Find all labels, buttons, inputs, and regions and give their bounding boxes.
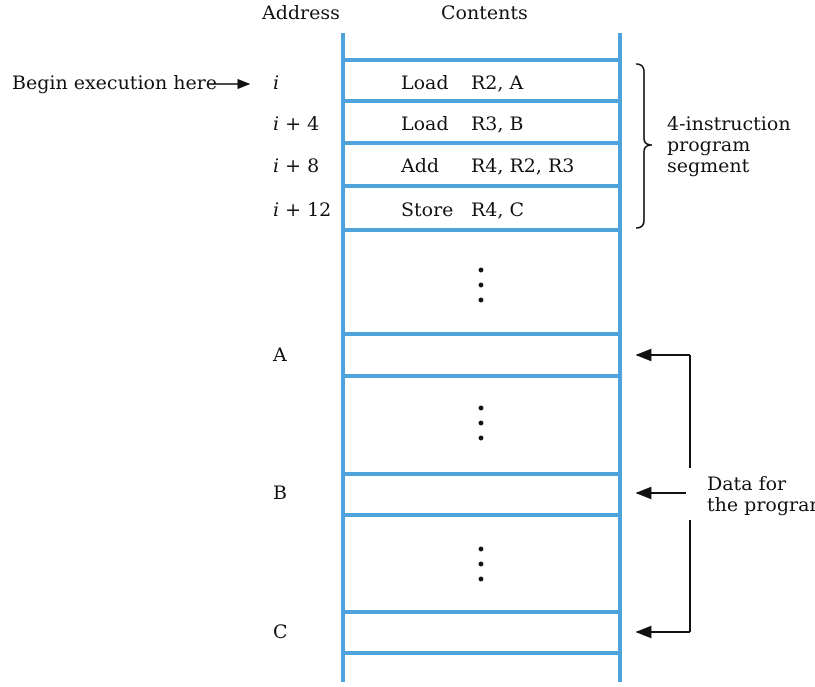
instruction-row: i + 8 Add R4, R2, R3 bbox=[273, 155, 574, 177]
segment-label-line: program bbox=[667, 134, 750, 156]
segment-label-line: 4-instruction bbox=[667, 113, 791, 135]
instruction-args: R3, B bbox=[471, 113, 523, 135]
instruction-row: i + 4 Load R3, B bbox=[273, 113, 523, 135]
bracket-label-gap bbox=[686, 468, 696, 520]
address-label: i + 8 bbox=[273, 155, 319, 177]
data-address-a: A bbox=[272, 344, 287, 366]
segment-label-line: segment bbox=[667, 155, 750, 177]
data-address-b: B bbox=[273, 482, 287, 504]
instruction-op: Store bbox=[401, 199, 453, 221]
begin-execution-label: Begin execution here bbox=[12, 72, 217, 94]
contents-header: Contents bbox=[441, 2, 528, 24]
ellipsis-dots-icon bbox=[478, 405, 484, 441]
instruction-op: Load bbox=[401, 72, 449, 94]
segment-brace-icon bbox=[635, 63, 653, 229]
instruction-op: Load bbox=[401, 113, 449, 135]
instruction-row: i + 12 Store R4, C bbox=[273, 199, 524, 221]
data-address-c: C bbox=[273, 621, 288, 643]
data-label-line: Data for bbox=[707, 473, 787, 495]
instruction-args: R4, R2, R3 bbox=[471, 155, 574, 177]
ellipsis-dots-icon bbox=[478, 546, 484, 582]
instruction-row: i Load R2, A bbox=[273, 72, 523, 94]
data-label-line: the program bbox=[707, 494, 815, 516]
ellipsis-dots-icon bbox=[478, 267, 484, 303]
instruction-args: R2, A bbox=[471, 72, 523, 94]
instruction-op: Add bbox=[400, 155, 439, 177]
address-label: i + 4 bbox=[273, 113, 319, 135]
address-label: i + 12 bbox=[273, 199, 331, 221]
address-label: i bbox=[273, 72, 279, 94]
address-header: Address bbox=[261, 2, 340, 24]
memory-column bbox=[341, 33, 622, 682]
instruction-args: R4, C bbox=[471, 199, 524, 221]
